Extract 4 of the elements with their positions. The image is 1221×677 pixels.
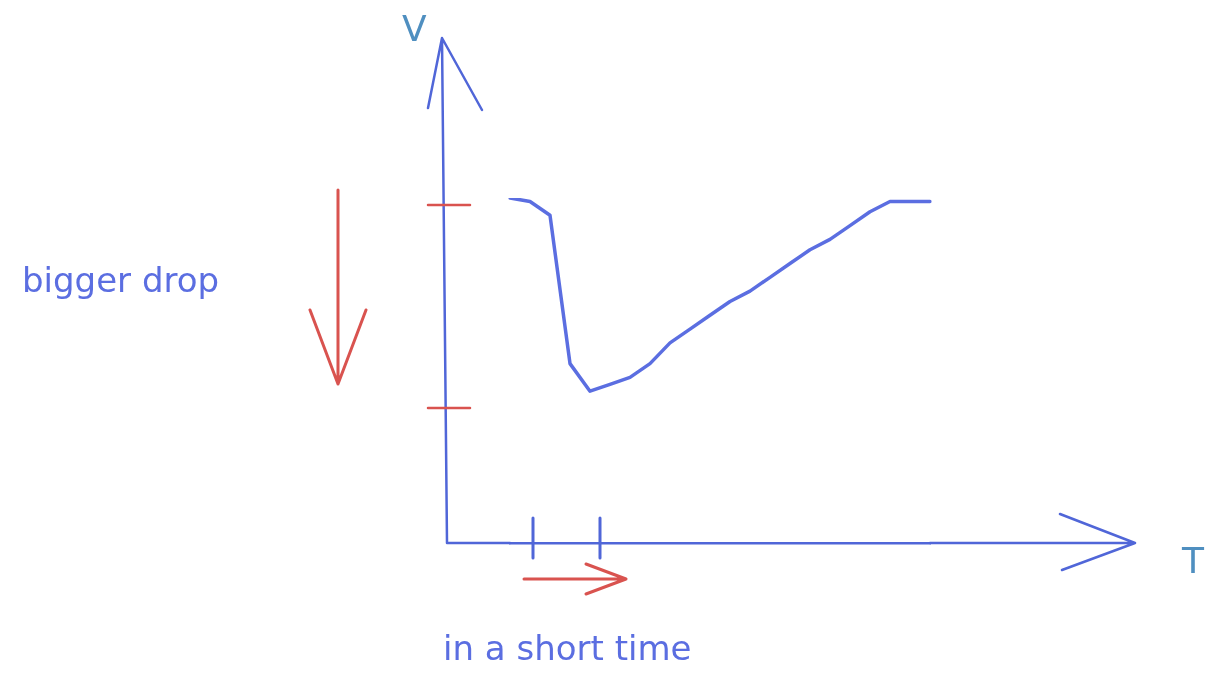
text: in a short time <box>443 628 692 668</box>
text: bigger drop <box>22 260 220 300</box>
y-axis-title: V <box>402 8 427 49</box>
text: T <box>1182 540 1204 581</box>
